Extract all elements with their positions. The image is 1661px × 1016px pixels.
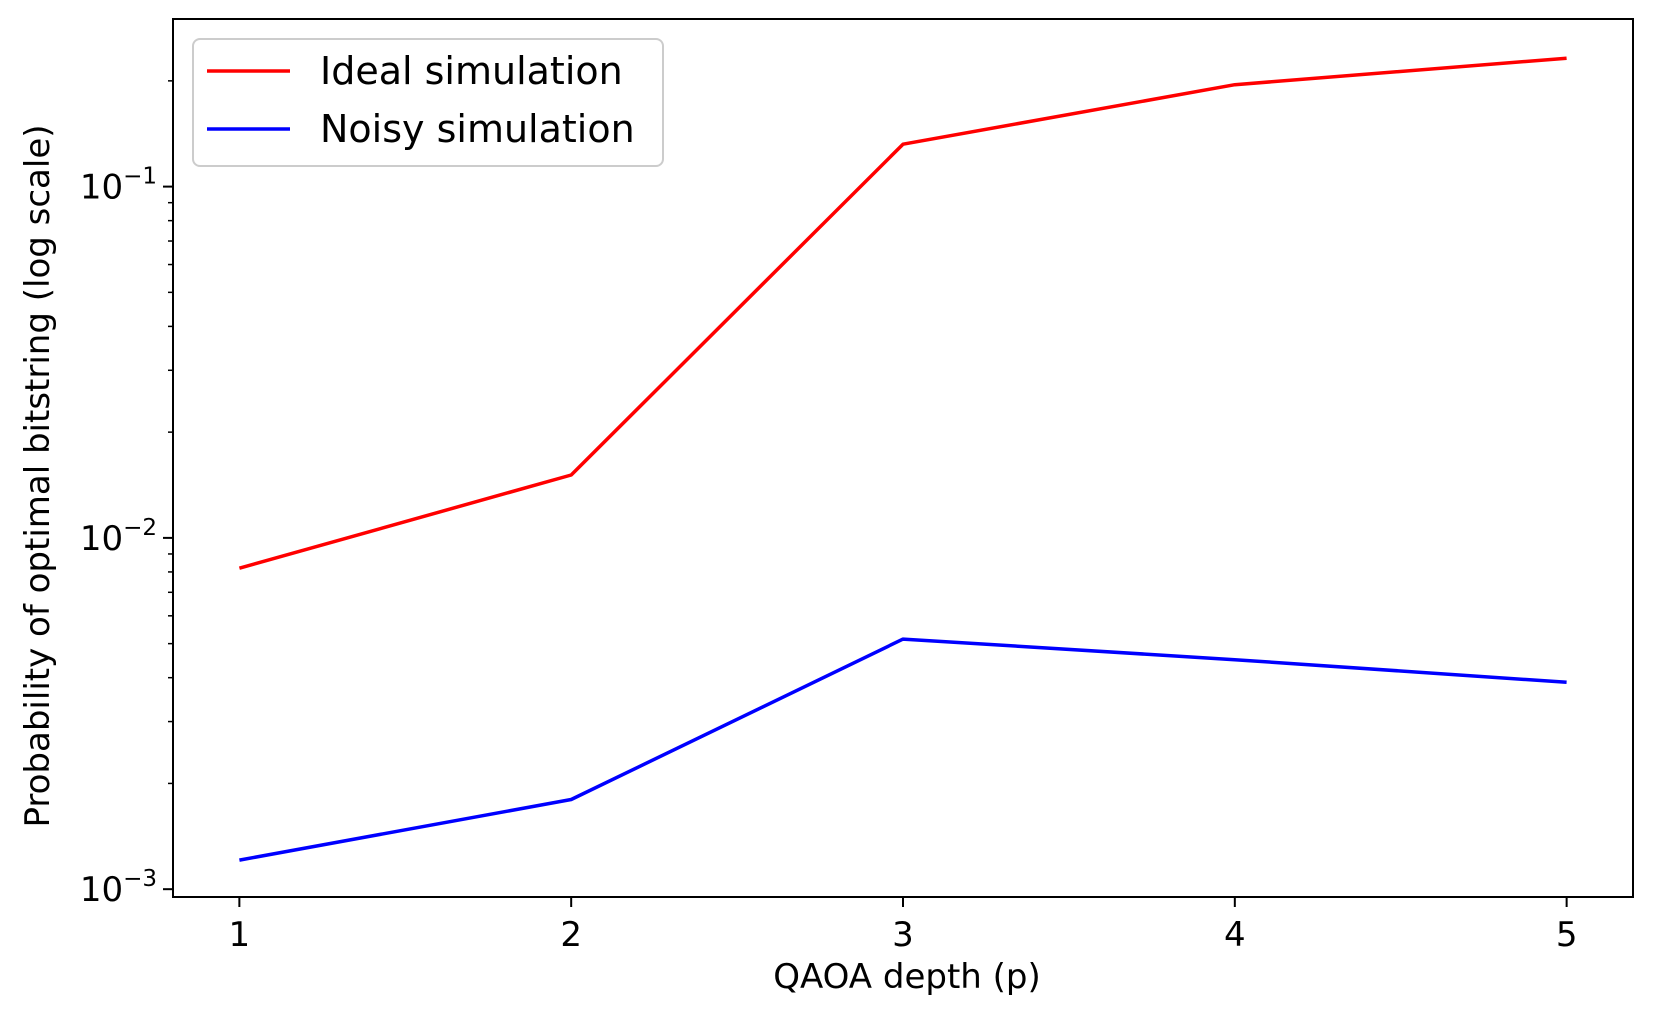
x-tick-label: 3 bbox=[892, 915, 914, 955]
y-axis-label: Probability of optimal bitstring (log sc… bbox=[18, 124, 58, 827]
x-tick-label: 2 bbox=[560, 915, 582, 955]
x-axis-label: QAOA depth (p) bbox=[773, 957, 1041, 997]
legend-label-noisy: Noisy simulation bbox=[320, 107, 635, 151]
legend-label-ideal: Ideal simulation bbox=[320, 49, 623, 93]
series-layer bbox=[238, 56, 1567, 862]
x-tick-label: 5 bbox=[1556, 915, 1578, 955]
x-tick-label: 1 bbox=[229, 915, 251, 955]
y-tick-label: 10−1 bbox=[80, 164, 157, 208]
x-axis: 1 2 3 4 5 bbox=[229, 897, 1578, 955]
y-tick-label: 10−2 bbox=[80, 515, 157, 559]
x-tick-label: 4 bbox=[1224, 915, 1246, 955]
y-tick-label: 10−3 bbox=[80, 866, 157, 910]
legend: Ideal simulation Noisy simulation bbox=[192, 38, 664, 167]
legend-box bbox=[192, 38, 664, 167]
y-axis: 10−3 10−2 10−1 bbox=[80, 80, 173, 910]
